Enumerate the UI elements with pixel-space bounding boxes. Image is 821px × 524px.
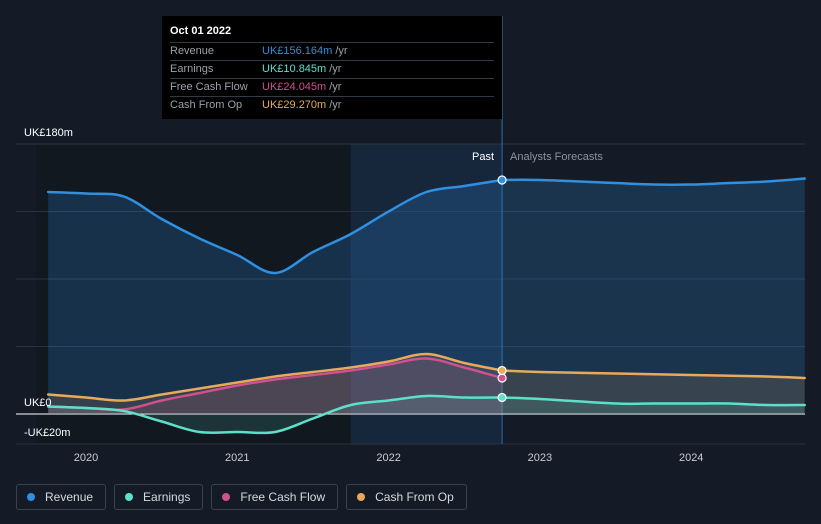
legend-label: Revenue (45, 490, 94, 504)
tooltip-unit: /yr (335, 45, 348, 57)
data-tooltip: Oct 01 2022 Revenue UK£156.164m /yr Earn… (162, 16, 502, 119)
free-cash-flow-line-past (46, 357, 504, 412)
legend-dot-icon (125, 493, 134, 501)
legend-item-cash-from-op[interactable]: Cash From Op (346, 484, 467, 510)
legend-label: Earnings (143, 490, 191, 504)
free-cash-flow-marker (497, 373, 507, 383)
earnings-area (48, 395, 805, 434)
y-tick-label-top: UK£180m (24, 127, 73, 139)
legend-item-free-cash-flow[interactable]: Free Cash Flow (211, 484, 339, 510)
cash-from-op-area (48, 353, 805, 414)
legend-dot-icon (27, 493, 35, 501)
tooltip-label: Earnings (170, 63, 214, 75)
revenue-line-past (46, 178, 504, 275)
earnings-marker (497, 392, 507, 403)
legend-item-earnings[interactable]: Earnings (114, 484, 204, 510)
highlight-region-bg (350, 144, 503, 444)
past-label: Past (472, 151, 494, 163)
legend-dot-icon (357, 493, 366, 501)
tooltip-label: Revenue (170, 45, 215, 57)
cash-from-op-marker (497, 365, 507, 376)
tooltip-value: UK£10.845m (262, 63, 327, 75)
tooltip-unit: /yr (329, 81, 342, 93)
tooltip-value: UK£156.164m (262, 45, 333, 57)
x-tick-label: 2022 (376, 452, 400, 464)
tooltip-row-revenue: Revenue UK£156.164m /yr (170, 43, 494, 61)
tooltip-value: UK£24.045m (262, 81, 327, 93)
x-tick-label: 2020 (74, 452, 98, 464)
legend-dot-icon (222, 493, 231, 501)
legend-label: Free Cash Flow (240, 490, 326, 504)
x-tick-label: 2023 (528, 452, 552, 464)
x-tick-label: 2021 (225, 452, 249, 464)
tooltip-row-earnings: Earnings UK£10.845m /yr (170, 61, 494, 79)
tooltip-value: UK£29.270m (262, 99, 327, 111)
forecast-label: Analysts Forecasts (510, 151, 603, 163)
cash-from-op-line-forecast (500, 369, 806, 380)
tooltip-date: Oct 01 2022 (170, 24, 494, 43)
tooltip-label: Cash From Op (170, 99, 243, 111)
tooltip-label: Free Cash Flow (170, 81, 248, 93)
tooltip-row-cash-from-op: Cash From Op UK£29.270m /yr (170, 97, 494, 114)
legend-label: Cash From Op (375, 490, 454, 504)
earnings-line-past (46, 394, 504, 435)
chart-legend: Revenue Earnings Free Cash Flow Cash Fro… (16, 484, 467, 510)
y-tick-label-zero: UK£0 (24, 397, 52, 409)
revenue-line-forecast (500, 177, 806, 186)
earnings-line-forecast (500, 396, 806, 407)
y-tick-label-bottom: -UK£20m (24, 427, 70, 439)
tooltip-row-free-cash-flow: Free Cash Flow UK£24.045m /yr (170, 79, 494, 97)
revenue-area (48, 178, 805, 414)
revenue-marker (497, 175, 507, 185)
cash-from-op-line-past (46, 352, 504, 402)
tooltip-unit: /yr (329, 63, 342, 75)
legend-item-revenue[interactable]: Revenue (16, 484, 107, 510)
x-tick-label: 2024 (679, 452, 703, 464)
tooltip-unit: /yr (329, 99, 342, 111)
